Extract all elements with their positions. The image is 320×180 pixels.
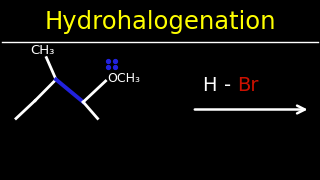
Text: H: H — [202, 76, 217, 95]
Text: Br: Br — [237, 76, 259, 95]
Text: -: - — [224, 76, 231, 95]
Text: CH₃: CH₃ — [30, 44, 55, 57]
Text: Hydrohalogenation: Hydrohalogenation — [44, 10, 276, 35]
Text: OCH₃: OCH₃ — [107, 72, 140, 85]
